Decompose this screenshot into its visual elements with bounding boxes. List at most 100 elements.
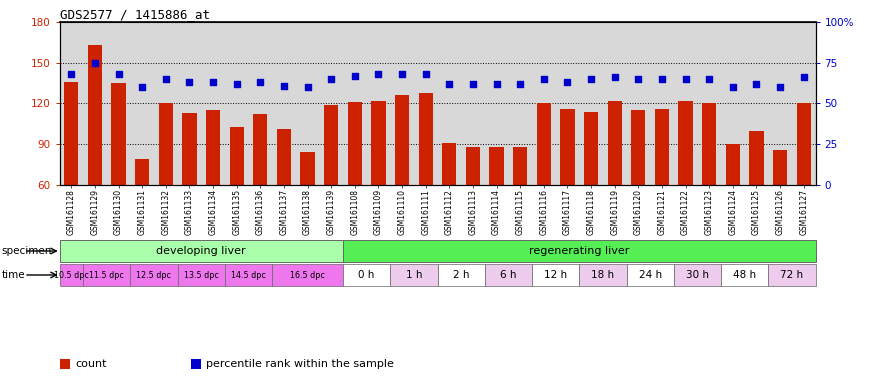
Bar [371, 101, 386, 185]
Text: 13.5 dpc: 13.5 dpc [184, 270, 219, 280]
Text: 30 h: 30 h [686, 270, 709, 280]
Bar [579, 264, 626, 286]
Text: 72 h: 72 h [780, 270, 803, 280]
Point [112, 71, 126, 77]
Text: 16.5 dpc: 16.5 dpc [290, 270, 325, 280]
Bar [532, 264, 579, 286]
Bar [560, 109, 575, 185]
Bar [324, 105, 339, 185]
Point [301, 84, 315, 90]
Point [608, 74, 622, 81]
Bar [253, 114, 268, 185]
Point [774, 84, 788, 90]
Point [419, 71, 433, 77]
Bar [347, 102, 362, 185]
Bar [442, 143, 457, 185]
Bar [178, 264, 225, 286]
Text: developing liver: developing liver [157, 246, 246, 256]
Bar [206, 110, 220, 185]
Text: 48 h: 48 h [733, 270, 756, 280]
Bar [130, 264, 178, 286]
Bar [343, 240, 816, 262]
Bar [343, 264, 390, 286]
Point [254, 79, 268, 85]
Point [325, 76, 339, 82]
Text: percentile rank within the sample: percentile rank within the sample [206, 359, 395, 369]
Point [65, 71, 79, 77]
Bar [768, 264, 816, 286]
Bar [721, 264, 768, 286]
Bar [229, 127, 244, 185]
Bar [678, 101, 693, 185]
Point [679, 76, 693, 82]
Bar [438, 264, 485, 286]
Point [537, 76, 551, 82]
Text: regenerating liver: regenerating liver [529, 246, 629, 256]
Bar [60, 264, 83, 286]
Bar [536, 104, 551, 185]
Text: 24 h: 24 h [639, 270, 662, 280]
Point [514, 81, 528, 87]
Point [159, 76, 173, 82]
Point [372, 71, 386, 77]
Point [466, 81, 480, 87]
Text: 1 h: 1 h [406, 270, 422, 280]
Point [490, 81, 504, 87]
Bar [796, 104, 811, 185]
Bar [64, 82, 79, 185]
Point [703, 76, 717, 82]
Point [396, 71, 410, 77]
Bar [725, 144, 740, 185]
Bar [773, 150, 788, 185]
Point [726, 84, 740, 90]
Point [561, 79, 575, 85]
Bar [607, 101, 622, 185]
Bar [485, 264, 532, 286]
Bar [111, 83, 126, 185]
Bar [702, 104, 717, 185]
Point [632, 76, 646, 82]
Point [136, 84, 150, 90]
Bar [654, 109, 669, 185]
Point [584, 76, 598, 82]
Bar [60, 240, 343, 262]
Text: 12.5 dpc: 12.5 dpc [136, 270, 172, 280]
Bar [225, 264, 272, 286]
Point [655, 76, 669, 82]
Point [88, 60, 102, 66]
Bar [489, 147, 504, 185]
Text: specimen: specimen [2, 246, 52, 256]
Text: 11.5 dpc: 11.5 dpc [89, 270, 124, 280]
Point [277, 83, 291, 89]
Bar [631, 110, 646, 185]
Bar [88, 45, 102, 185]
Text: 12 h: 12 h [544, 270, 567, 280]
Text: 18 h: 18 h [592, 270, 614, 280]
Text: 10.5 dpc: 10.5 dpc [54, 270, 88, 280]
Point [797, 74, 811, 81]
Bar [749, 131, 764, 185]
Point [443, 81, 457, 87]
Bar [182, 113, 197, 185]
Bar [158, 104, 173, 185]
Bar [513, 147, 528, 185]
Bar [300, 152, 315, 185]
Text: 14.5 dpc: 14.5 dpc [231, 270, 266, 280]
Text: 6 h: 6 h [500, 270, 516, 280]
Text: GDS2577 / 1415886_at: GDS2577 / 1415886_at [60, 8, 209, 21]
Bar [466, 147, 480, 185]
Text: count: count [75, 359, 107, 369]
Bar [272, 264, 343, 286]
Point [230, 81, 244, 87]
Bar [276, 129, 291, 185]
Bar [390, 264, 438, 286]
Bar [674, 264, 721, 286]
Point [206, 79, 220, 85]
Text: 0 h: 0 h [359, 270, 374, 280]
Bar [83, 264, 130, 286]
Text: time: time [2, 270, 25, 280]
Bar [135, 159, 150, 185]
Point [348, 73, 362, 79]
Bar [395, 95, 410, 185]
Bar [584, 112, 598, 185]
